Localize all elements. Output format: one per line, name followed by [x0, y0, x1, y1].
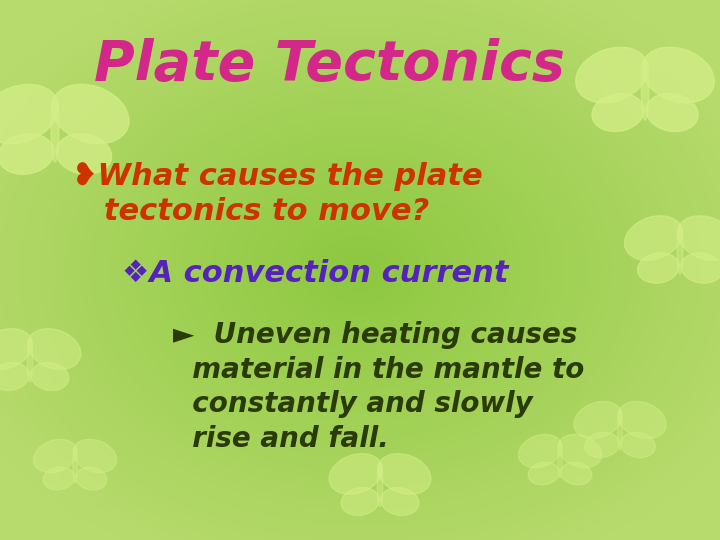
Ellipse shape [341, 488, 379, 516]
Ellipse shape [637, 253, 679, 283]
Ellipse shape [680, 253, 720, 283]
Ellipse shape [558, 442, 562, 478]
Ellipse shape [585, 433, 619, 458]
Ellipse shape [575, 47, 649, 103]
Ellipse shape [43, 467, 74, 490]
Text: ❖A convection current: ❖A convection current [122, 259, 509, 288]
Ellipse shape [31, 362, 69, 390]
Text: Plate Tectonics: Plate Tectonics [94, 38, 564, 92]
Ellipse shape [574, 401, 622, 438]
Ellipse shape [377, 463, 383, 507]
Ellipse shape [27, 329, 81, 369]
Ellipse shape [618, 410, 623, 450]
Ellipse shape [51, 98, 59, 162]
Ellipse shape [624, 216, 683, 260]
Ellipse shape [642, 47, 714, 103]
Ellipse shape [76, 467, 107, 490]
Ellipse shape [73, 447, 77, 483]
Ellipse shape [381, 488, 419, 516]
Ellipse shape [0, 362, 30, 390]
Ellipse shape [56, 134, 112, 174]
Text: ►  Uneven heating causes
  material in the mantle to
  constantly and slowly
  r: ► Uneven heating causes material in the … [173, 321, 584, 453]
Ellipse shape [329, 454, 382, 495]
Ellipse shape [518, 434, 562, 468]
Ellipse shape [642, 60, 649, 120]
Ellipse shape [0, 134, 54, 174]
Ellipse shape [0, 329, 32, 369]
Text: ❥What causes the plate
   tectonics to move?: ❥What causes the plate tectonics to move… [72, 162, 482, 226]
Ellipse shape [51, 84, 129, 144]
Ellipse shape [0, 84, 58, 144]
Ellipse shape [621, 433, 655, 458]
Ellipse shape [592, 93, 644, 132]
Ellipse shape [678, 216, 720, 260]
Ellipse shape [73, 440, 117, 472]
Ellipse shape [561, 462, 592, 485]
Ellipse shape [677, 226, 683, 274]
Ellipse shape [33, 440, 77, 472]
Ellipse shape [646, 93, 698, 132]
Ellipse shape [558, 434, 602, 468]
Ellipse shape [377, 454, 431, 495]
Ellipse shape [27, 338, 32, 382]
Ellipse shape [528, 462, 559, 485]
Ellipse shape [618, 401, 666, 438]
